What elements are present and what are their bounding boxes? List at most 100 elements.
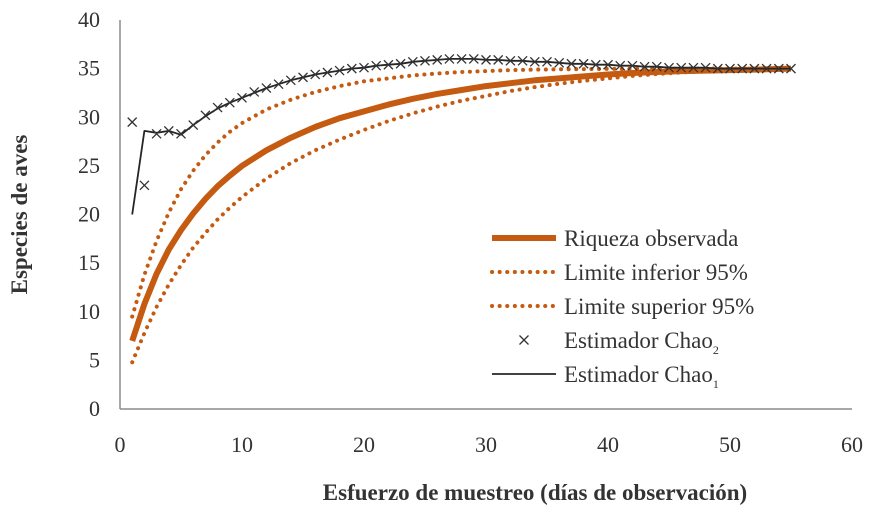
- data-point: [310, 69, 321, 80]
- data-point: [627, 60, 638, 71]
- data-point: [590, 59, 601, 70]
- data-point: [212, 102, 223, 113]
- y-tick-label: 35: [78, 56, 100, 81]
- y-tick-label: 15: [78, 250, 100, 275]
- data-point: [151, 128, 162, 139]
- data-point: [163, 125, 174, 136]
- data-point: [285, 75, 296, 86]
- legend-label: Limite superior 95%: [564, 294, 754, 319]
- data-point: [334, 65, 345, 76]
- axes: [119, 20, 852, 410]
- data-point: [554, 57, 565, 68]
- data-point: [224, 97, 235, 108]
- data-point: [725, 63, 735, 74]
- data-point: [603, 59, 613, 70]
- y-tick-labels: 0 5 10 15 20 25 30 35 40: [78, 7, 100, 421]
- data-point: [249, 87, 260, 97]
- data-point: [346, 63, 357, 74]
- plot-area: [127, 53, 796, 365]
- data-point: [188, 120, 199, 130]
- data-point: [786, 63, 796, 74]
- data-point: [359, 62, 369, 73]
- legend-label-text: Limite superior 95%: [564, 294, 754, 319]
- x-tick-label: 20: [353, 432, 375, 457]
- x-axis-title: Esfuerzo de muestreo (días de observació…: [323, 480, 747, 505]
- x-tick-label: 60: [841, 432, 863, 457]
- estimador-chao2-markers: [127, 53, 796, 191]
- data-point: [712, 63, 723, 74]
- x-tick-label: 40: [597, 432, 619, 457]
- legend-label: Estimador Chao1: [564, 362, 719, 391]
- data-point: [700, 62, 711, 73]
- legend-label: Riqueza observada: [564, 226, 738, 251]
- data-point: [298, 72, 308, 83]
- data-point: [493, 54, 504, 65]
- legend-item-limite-inferior-95: Limite inferior 95%: [490, 260, 748, 285]
- data-point: [749, 63, 760, 74]
- data-point: [676, 62, 687, 73]
- data-point: [688, 62, 699, 73]
- y-tick-label: 0: [89, 396, 100, 421]
- legend: Riqueza observada Limite inferior 95% Limi…: [490, 226, 754, 391]
- y-tick-label: 10: [78, 299, 100, 324]
- data-point: [566, 58, 577, 69]
- data-point: [444, 53, 455, 64]
- data-point: [139, 180, 150, 191]
- legend-label-text: Riqueza observada: [564, 226, 738, 251]
- legend-label-subscript: 2: [713, 343, 719, 357]
- legend-label-text: Limite inferior 95%: [564, 260, 748, 285]
- legend-item-estimador-chao2: Estimador Chao2: [519, 328, 719, 357]
- y-axis-title: Especies de aves: [7, 135, 32, 295]
- data-point: [773, 63, 784, 74]
- data-point: [176, 128, 186, 139]
- data-point: [383, 59, 394, 70]
- data-point: [420, 55, 430, 66]
- limite-inferior-95-line: [130, 66, 793, 365]
- x-tick-label: 30: [475, 432, 497, 457]
- data-point: [468, 53, 479, 64]
- legend-item-riqueza-observada: Riqueza observada: [492, 226, 738, 251]
- y-tick-label: 30: [78, 104, 100, 129]
- y-tick-label: 5: [89, 347, 100, 372]
- data-point: [200, 110, 211, 121]
- limite-superior-95-line: [130, 66, 793, 319]
- data-point: [395, 58, 406, 69]
- data-point: [542, 56, 552, 67]
- legend-label: Limite inferior 95%: [564, 260, 748, 285]
- y-tick-label: 40: [78, 7, 100, 32]
- data-point: [761, 63, 772, 74]
- y-tick-label: 20: [78, 202, 100, 227]
- data-point: [261, 83, 272, 94]
- data-point: [322, 67, 333, 78]
- data-point: [273, 79, 284, 90]
- riqueza-observada-line: [129, 65, 792, 342]
- data-point: [481, 54, 491, 65]
- data-point: [407, 56, 418, 67]
- data-point: [664, 62, 674, 73]
- data-point: [127, 117, 138, 128]
- legend-label-text: Estimador Chao: [564, 328, 713, 353]
- estimador-chao1-line: [131, 58, 791, 215]
- x-tick-label: 10: [231, 432, 253, 457]
- data-point: [651, 61, 662, 72]
- data-point: [237, 92, 247, 103]
- x-tick-label: 0: [115, 432, 126, 457]
- data-point: [615, 60, 626, 71]
- legend-item-estimador-chao1: Estimador Chao1: [492, 362, 719, 391]
- data-point: [737, 63, 748, 74]
- data-point: [529, 56, 540, 67]
- legend-label: Estimador Chao2: [564, 328, 719, 357]
- x-tick-label: 50: [719, 432, 741, 457]
- legend-label-subscript: 1: [713, 377, 719, 391]
- legend-label-text: Estimador Chao: [564, 362, 713, 387]
- legend-item-limite-superior-95: Limite superior 95%: [490, 294, 754, 319]
- data-point: [639, 61, 650, 72]
- data-point: [371, 60, 382, 71]
- data-point: [505, 55, 516, 66]
- data-point: [432, 54, 443, 65]
- x-tick-labels: 0 10 20 30 40 50 60: [115, 432, 864, 457]
- data-point: [456, 53, 467, 64]
- data-point: [578, 58, 589, 69]
- legend-marker: [519, 335, 529, 345]
